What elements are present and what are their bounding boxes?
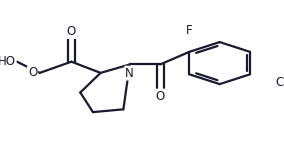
Text: F: F bbox=[186, 24, 193, 37]
Text: N: N bbox=[125, 67, 134, 80]
Text: O: O bbox=[67, 25, 76, 38]
Text: Cl: Cl bbox=[275, 76, 284, 89]
Text: O: O bbox=[28, 66, 37, 79]
Text: O: O bbox=[156, 90, 165, 103]
Text: HO: HO bbox=[0, 55, 16, 68]
